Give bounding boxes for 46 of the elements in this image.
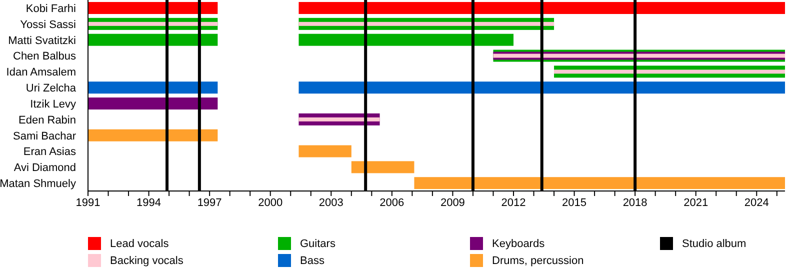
y-tick-label: Kobi Farhi bbox=[26, 2, 76, 15]
y-tick-label: Eden Rabin bbox=[18, 114, 76, 126]
y-tick-label: Idan Amsalem bbox=[6, 66, 76, 79]
bar bbox=[298, 145, 352, 158]
bar bbox=[88, 34, 218, 46]
bar bbox=[298, 117, 380, 122]
y-tick-label: Yossi Sassi bbox=[20, 18, 76, 31]
y-tick-label: Chen Balbus bbox=[13, 50, 76, 63]
x-tick-label: 2012 bbox=[501, 196, 526, 209]
bar bbox=[88, 98, 218, 110]
x-tick-label: 2000 bbox=[258, 196, 283, 209]
bar bbox=[298, 22, 554, 26]
bar bbox=[88, 22, 218, 26]
x-tick-label: 2024 bbox=[744, 196, 769, 209]
y-tick-label: Eran Asias bbox=[23, 146, 76, 158]
legend-label: Backing vocals bbox=[110, 254, 184, 266]
legend-label: Lead vocals bbox=[110, 238, 169, 250]
x-tick-label: 2015 bbox=[562, 196, 587, 209]
legend-label: Keyboards bbox=[492, 238, 545, 250]
x-tick-label: 1991 bbox=[76, 196, 100, 209]
legend-label: Bass bbox=[300, 254, 324, 266]
x-tick-label: 2006 bbox=[380, 196, 404, 209]
bar bbox=[88, 82, 218, 94]
bar bbox=[554, 70, 785, 74]
bar bbox=[351, 161, 414, 174]
y-tick-label: Matan Shmuely bbox=[0, 178, 76, 190]
y-tick-label: Matti Svatitzki bbox=[8, 34, 76, 47]
x-tick-label: 1997 bbox=[197, 196, 222, 209]
x-tick-label: 2018 bbox=[622, 196, 648, 209]
y-tick-label: Uri Zelcha bbox=[26, 82, 77, 95]
bar bbox=[298, 82, 785, 94]
x-tick-label: 2021 bbox=[684, 196, 708, 209]
legend-label: Drums, percussion bbox=[492, 254, 584, 266]
y-tick-label: Sami Bachar bbox=[13, 130, 76, 142]
x-tick-label: 2003 bbox=[318, 196, 344, 209]
bar bbox=[88, 2, 218, 14]
x-tick-label: 1994 bbox=[136, 196, 162, 209]
y-tick-label: Itzik Levy bbox=[30, 98, 76, 110]
y-tick-label: Avi Diamond bbox=[14, 162, 76, 174]
bar bbox=[414, 177, 785, 190]
x-tick-label: 2009 bbox=[440, 196, 465, 209]
legend-label: Studio album bbox=[682, 238, 746, 250]
bar bbox=[88, 129, 218, 142]
bar bbox=[298, 34, 514, 46]
legend-label: Guitars bbox=[300, 238, 336, 250]
bar bbox=[298, 2, 785, 14]
